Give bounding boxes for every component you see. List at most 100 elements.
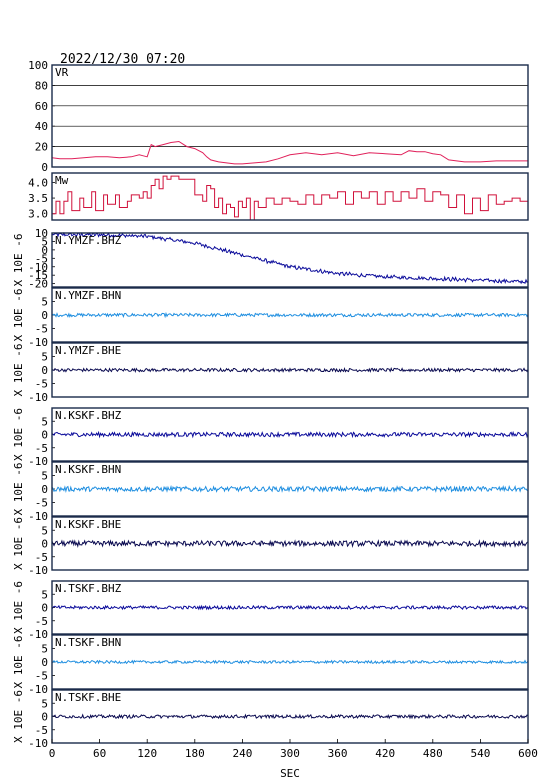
y-tick-label: -5 bbox=[35, 551, 48, 564]
panel-label: N.YMZF.BHN bbox=[55, 289, 121, 302]
y-tick-label: 5 bbox=[41, 470, 48, 483]
y-tick-label: -10 bbox=[28, 261, 48, 274]
series-line bbox=[51, 366, 529, 373]
x-tick-label: 540 bbox=[470, 747, 490, 760]
y-axis-label: X 10E -6 bbox=[12, 581, 25, 634]
y-tick-label: -5 bbox=[35, 252, 48, 265]
panel-label: N.KSKF.BHN bbox=[55, 463, 121, 476]
y-tick-label: 5 bbox=[41, 296, 48, 309]
y-tick-label: 3.0 bbox=[28, 208, 48, 221]
panel-frame bbox=[51, 407, 529, 462]
panel-n-kskf-bhz: 50-5-10X 10E -6 N.KSKF.BHZ bbox=[12, 407, 529, 468]
series-line bbox=[51, 484, 528, 494]
panel-label: VR bbox=[55, 66, 69, 79]
y-tick-label: 80 bbox=[35, 79, 48, 92]
y-tick-label: 0 bbox=[41, 364, 48, 377]
y-tick-label: 5 bbox=[41, 351, 48, 364]
y-axis-label: X 10E -6 bbox=[12, 234, 25, 287]
x-tick-label: 180 bbox=[185, 747, 205, 760]
series-line bbox=[51, 713, 529, 720]
y-axis-label: X 10E -6 bbox=[12, 517, 25, 570]
y-tick-label: -5 bbox=[35, 615, 48, 628]
y-tick-label: 5 bbox=[41, 588, 48, 601]
panel-vr: 0 20 40 60 80 100 VR bbox=[28, 59, 529, 174]
series-line bbox=[51, 140, 528, 165]
y-tick-label: 5 bbox=[41, 415, 48, 428]
y-axis-label: X 10E -6 bbox=[12, 408, 25, 461]
panel-frame bbox=[51, 232, 529, 288]
y-tick-label: -5 bbox=[35, 323, 48, 336]
panel-label: N.YMZF.BHZ bbox=[55, 234, 122, 247]
y-axis-label: X 10E -6 bbox=[12, 289, 25, 342]
series-line bbox=[51, 659, 529, 665]
y-tick-label: 4.0 bbox=[28, 176, 48, 189]
panel-n-kskf-bhe: 50-5-10X 10E -6 N.KSKF.BHE bbox=[12, 516, 529, 577]
series-line bbox=[52, 175, 529, 221]
y-tick-label: 100 bbox=[28, 59, 48, 72]
panel-frame bbox=[51, 461, 529, 517]
y-tick-label: -5 bbox=[35, 497, 48, 510]
y-tick-label: -5 bbox=[35, 378, 48, 391]
y-tick-label: 5 bbox=[41, 235, 48, 248]
x-tick-label: 240 bbox=[232, 747, 252, 760]
y-tick-label: -5 bbox=[35, 724, 48, 737]
panel-label: N.TSKF.BHE bbox=[55, 691, 121, 704]
y-tick-label: 0 bbox=[41, 602, 48, 615]
y-tick-label: 0 bbox=[41, 161, 48, 174]
y-tick-label: 5 bbox=[41, 697, 48, 710]
y-tick-label: -10 bbox=[28, 564, 48, 577]
panel-frame bbox=[51, 634, 529, 690]
y-tick-label: -15 bbox=[28, 269, 48, 282]
panel-n-tskf-bhn: 50-5-10X 10E -6 N.TSKF.BHN bbox=[12, 634, 529, 696]
panel-frame bbox=[51, 516, 529, 571]
panel-mw: 3.0 3.5 4.0 Mw bbox=[28, 172, 529, 221]
y-tick-label: -10 bbox=[28, 737, 48, 750]
panel-label: N.KSKF.BHE bbox=[55, 518, 121, 531]
y-axis-label: X 10E -6 bbox=[12, 344, 25, 397]
panel-n-ymzf-bhn: 50-5-10X 10E -6 N.YMZF.BHN bbox=[12, 287, 529, 349]
y-tick-label: 0 bbox=[41, 244, 48, 257]
y-tick-label: 60 bbox=[35, 100, 48, 113]
y-tick-label: 0 bbox=[41, 483, 48, 496]
y-tick-label: 0 bbox=[41, 711, 48, 724]
panel-label: N.YMZF.BHE bbox=[55, 344, 121, 357]
x-tick-label: 0 bbox=[49, 747, 56, 760]
y-tick-label: 20 bbox=[35, 141, 48, 154]
y-tick-label: 0 bbox=[41, 656, 48, 669]
y-tick-label: -10 bbox=[28, 336, 48, 349]
panel-frame bbox=[51, 64, 529, 168]
panel-label: N.KSKF.BHZ bbox=[55, 409, 122, 422]
panel-frame bbox=[51, 172, 529, 221]
panel-label: N.TSKF.BHZ bbox=[55, 582, 122, 595]
series-line bbox=[51, 231, 529, 285]
panel-n-tskf-bhz: 50-5-10X 10E -6 N.TSKF.BHZ bbox=[12, 580, 529, 641]
y-tick-label: 3.5 bbox=[28, 192, 48, 205]
panel-frame bbox=[51, 580, 529, 635]
y-axis-label: X 10E -6 bbox=[12, 690, 25, 743]
y-tick-label: -5 bbox=[35, 670, 48, 683]
y-tick-label: -10 bbox=[28, 628, 48, 641]
series-line bbox=[51, 604, 529, 611]
x-axis-label: SEC bbox=[280, 767, 300, 780]
panel-label: N.TSKF.BHN bbox=[55, 636, 121, 649]
panel-frame bbox=[51, 342, 529, 398]
panel-label: Mw bbox=[55, 174, 69, 187]
y-tick-label: 0 bbox=[41, 309, 48, 322]
y-tick-label: -10 bbox=[28, 510, 48, 523]
y-tick-label: 10 bbox=[35, 227, 48, 240]
y-tick-label: 0 bbox=[41, 538, 48, 551]
y-axis-label: X 10E -6 bbox=[12, 463, 25, 516]
series-line bbox=[51, 311, 529, 319]
y-tick-label: -10 bbox=[28, 391, 48, 404]
y-tick-label: 5 bbox=[41, 643, 48, 656]
y-tick-label: 5 bbox=[41, 524, 48, 537]
panel-n-tskf-bhe: 50-5-10X 10E -6 N.TSKF.BHE bbox=[12, 689, 529, 750]
panel-frame bbox=[51, 287, 529, 343]
series-line bbox=[51, 539, 529, 549]
x-tick-label: 300 bbox=[280, 747, 300, 760]
timestamp: 2022/12/30 07:20 bbox=[60, 52, 185, 67]
y-tick-label: 40 bbox=[35, 120, 48, 133]
y-tick-label: -10 bbox=[28, 683, 48, 696]
